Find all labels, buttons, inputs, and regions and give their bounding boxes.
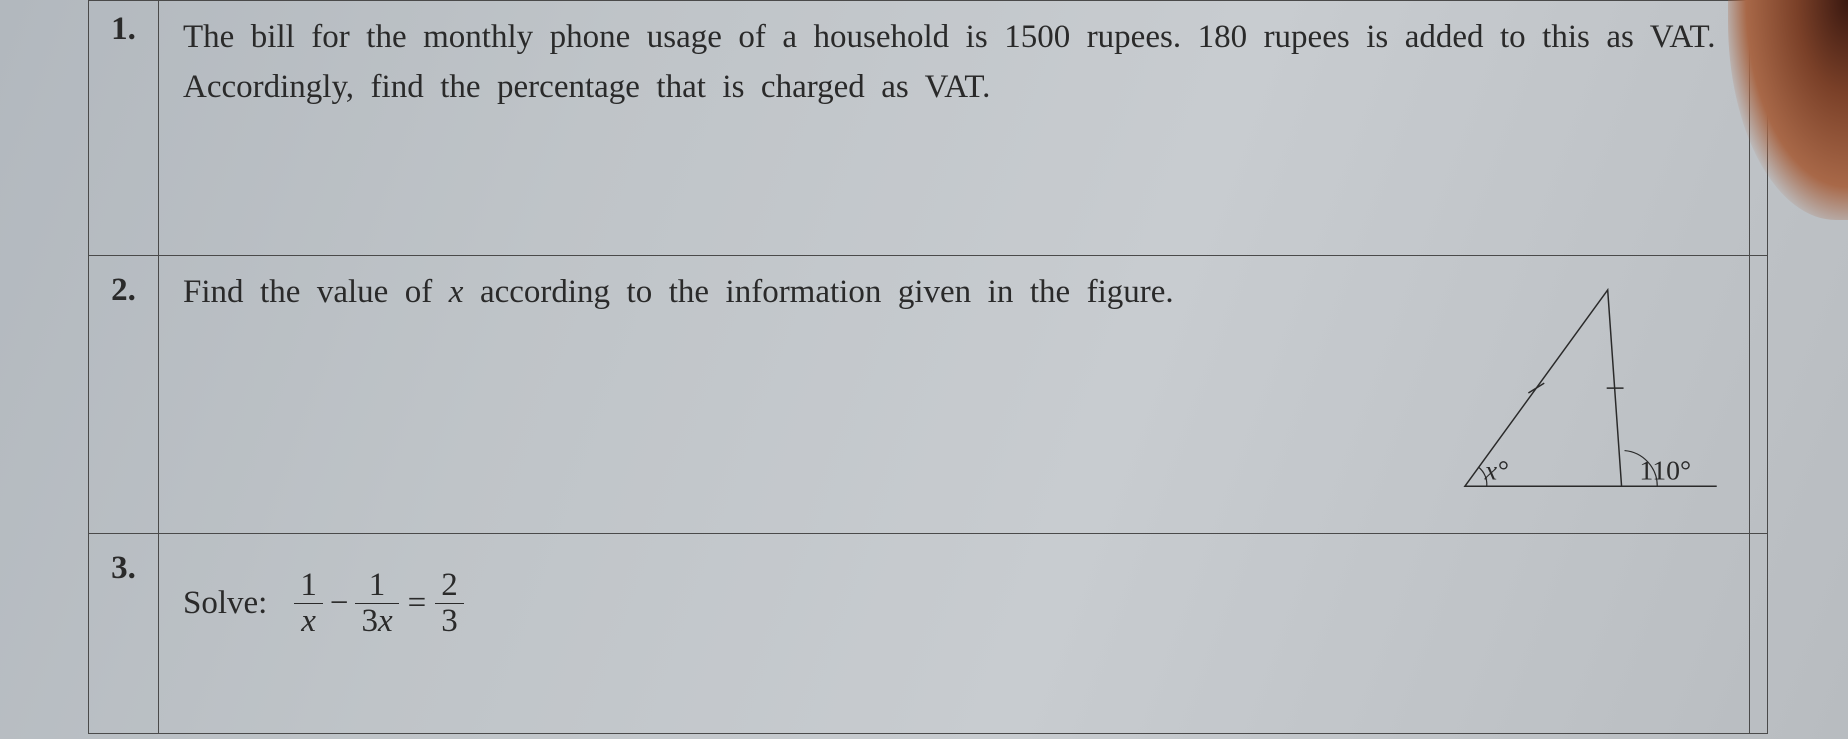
question-2-number: 2. bbox=[89, 256, 159, 533]
worksheet-table: 1. The bill for the monthly phone usage … bbox=[88, 0, 1768, 739]
margin-strip bbox=[1749, 256, 1767, 533]
question-3-row: 3. Solve: 1 x − 1 3x = 2 3 bbox=[88, 534, 1768, 734]
fraction-2: 1 3x bbox=[355, 568, 398, 639]
question-2-text: Find the value of x according to the inf… bbox=[183, 274, 1174, 310]
triangle-figure: x° 110° bbox=[1424, 282, 1719, 512]
question-1-text: The bill for the monthly phone usage of … bbox=[159, 1, 1767, 255]
fraction-1: 1 x bbox=[294, 568, 323, 639]
margin-strip bbox=[1749, 534, 1767, 733]
equals-op: = bbox=[408, 579, 427, 629]
solve-label: Solve: bbox=[183, 579, 267, 629]
question-2-body: Find the value of x according to the inf… bbox=[159, 256, 1767, 533]
question-2-row: 2. Find the value of x according to the … bbox=[88, 256, 1768, 534]
minus-op: − bbox=[330, 579, 349, 629]
question-3-body: Solve: 1 x − 1 3x = 2 3 bbox=[159, 534, 1767, 733]
question-1-number: 1. bbox=[89, 1, 159, 255]
question-1-row: 1. The bill for the monthly phone usage … bbox=[88, 0, 1768, 256]
left-angle-label: x° bbox=[1484, 455, 1508, 486]
fraction-3: 2 3 bbox=[435, 568, 464, 639]
question-3-number: 3. bbox=[89, 534, 159, 733]
exterior-angle-label: 110° bbox=[1639, 455, 1691, 486]
